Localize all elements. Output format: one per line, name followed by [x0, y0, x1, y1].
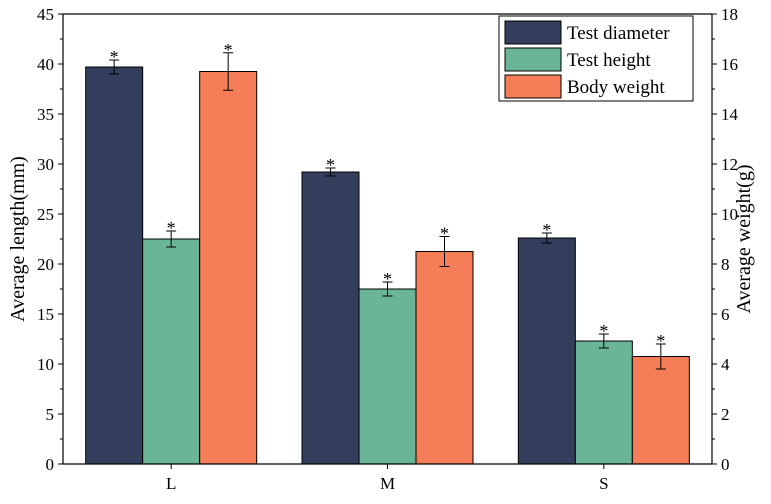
bar-test-diameter-L: [85, 66, 144, 465]
bar-body-weight-L: [199, 71, 258, 465]
right-tick-label-14: 14: [721, 105, 739, 124]
bar-test-diameter-S: [517, 237, 576, 465]
left-tick-label-5: 5: [46, 405, 55, 424]
right-tick-label-6: 6: [721, 305, 730, 324]
legend-swatch-body-weight: [504, 74, 562, 99]
left-tick-label-20: 20: [37, 255, 54, 274]
axes-group: L M S 0 5 10 15 20 25 30 35 40 45 0 2 4 6 8 10 12 14 16 18: [37, 5, 739, 493]
x-tick-label-L: L: [166, 474, 176, 493]
bar-test-diameter-M: [301, 171, 360, 465]
right-axis-title: Average weight(g): [733, 164, 755, 313]
significance-star-body-weight-L: *: [224, 40, 233, 60]
left-tick-label-15: 15: [37, 305, 54, 324]
left-tick-label-45: 45: [37, 5, 54, 24]
right-tick-label-16: 16: [721, 55, 738, 74]
significance-star-test-height-M: *: [383, 269, 392, 289]
bar-body-weight-S: [631, 356, 690, 465]
legend-label-test-diameter: Test diameter: [567, 23, 670, 44]
bars-group: [85, 66, 690, 465]
right-tick-label-4: 4: [721, 355, 730, 374]
left-tick-label-35: 35: [37, 105, 54, 124]
legend: Test diameter Test height Body weight: [498, 15, 694, 102]
legend-label-body-weight: Body weight: [567, 77, 665, 98]
significance-star-test-diameter-M: *: [326, 155, 335, 175]
significance-star-test-height-L: *: [167, 218, 176, 238]
bar-body-weight-M: [415, 251, 474, 465]
left-tick-label-25: 25: [37, 205, 54, 224]
bar-test-height-S: [574, 340, 633, 465]
legend-label-test-height: Test height: [567, 50, 651, 71]
significance-star-body-weight-S: *: [656, 331, 665, 351]
left-axis-title: Average length(mm): [7, 156, 29, 322]
right-tick-label-10: 10: [721, 205, 738, 224]
right-tick-label-8: 8: [721, 255, 730, 274]
right-tick-label-0: 0: [721, 455, 730, 474]
right-tick-label-12: 12: [721, 155, 738, 174]
left-tick-label-0: 0: [46, 455, 55, 474]
left-tick-label-40: 40: [37, 55, 54, 74]
bar-test-height-M: [358, 288, 417, 465]
significance-star-test-height-S: *: [599, 321, 608, 341]
legend-swatch-test-diameter: [504, 20, 562, 45]
error-bars-group: [109, 52, 666, 370]
right-tick-label-2: 2: [721, 405, 730, 424]
significance-markers-group: * * * * * * * * *: [110, 40, 666, 351]
significance-star-test-diameter-L: *: [110, 47, 119, 67]
bar-test-height-L: [142, 238, 201, 465]
x-tick-label-S: S: [599, 474, 608, 493]
x-tick-label-M: M: [380, 474, 395, 493]
significance-star-test-diameter-S: *: [542, 220, 551, 240]
left-tick-label-30: 30: [37, 155, 54, 174]
significance-star-body-weight-M: *: [440, 224, 449, 244]
left-tick-label-10: 10: [37, 355, 54, 374]
legend-swatch-test-height: [504, 47, 562, 72]
right-tick-label-18: 18: [721, 5, 738, 24]
